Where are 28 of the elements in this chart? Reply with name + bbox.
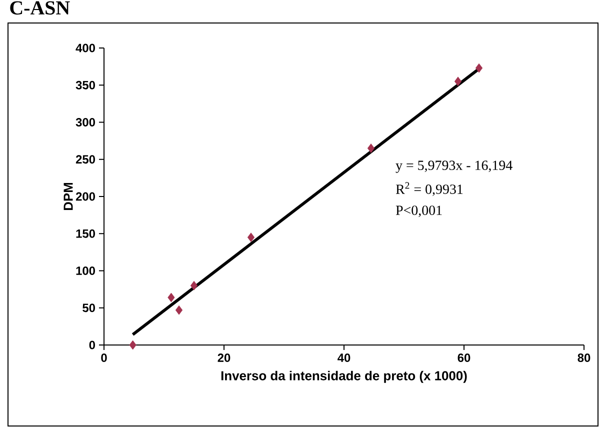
x-tick-label: 20	[218, 354, 230, 362]
point	[367, 144, 375, 153]
point	[129, 340, 136, 350]
x-tick-label: 40	[338, 354, 350, 362]
y-tick-label: 0	[89, 340, 95, 350]
y-tick-label: 100	[76, 266, 95, 275]
x-axis-title: Inverso da intensidade de preto (x 1000)	[221, 370, 467, 383]
y-tick-label: 350	[76, 80, 95, 90]
x-tick-label: 60	[458, 354, 470, 362]
chart-title: C-ASN	[10, 1, 70, 15]
y-tick-label: 300	[76, 118, 95, 126]
x-tick-label: 80	[578, 354, 590, 362]
y-tick-label: 150	[76, 229, 95, 238]
point	[475, 63, 483, 73]
x-tick-label: 0	[101, 354, 107, 362]
point	[454, 76, 462, 86]
point	[247, 232, 255, 242]
y-tick-label: 400	[76, 44, 95, 52]
y-tick-label: 50	[82, 304, 95, 312]
annotation: R$^{2}$ = 0,9931	[396, 182, 463, 196]
point	[190, 280, 198, 290]
annotation: y = 5,9793x - 16,194	[396, 160, 512, 173]
y-axis-title: DPM	[64, 182, 73, 210]
point	[175, 305, 183, 315]
annotation: P<0,001	[396, 206, 442, 218]
y-tick-label: 200	[76, 192, 95, 201]
point	[168, 292, 175, 302]
y-tick-label: 250	[76, 155, 95, 164]
